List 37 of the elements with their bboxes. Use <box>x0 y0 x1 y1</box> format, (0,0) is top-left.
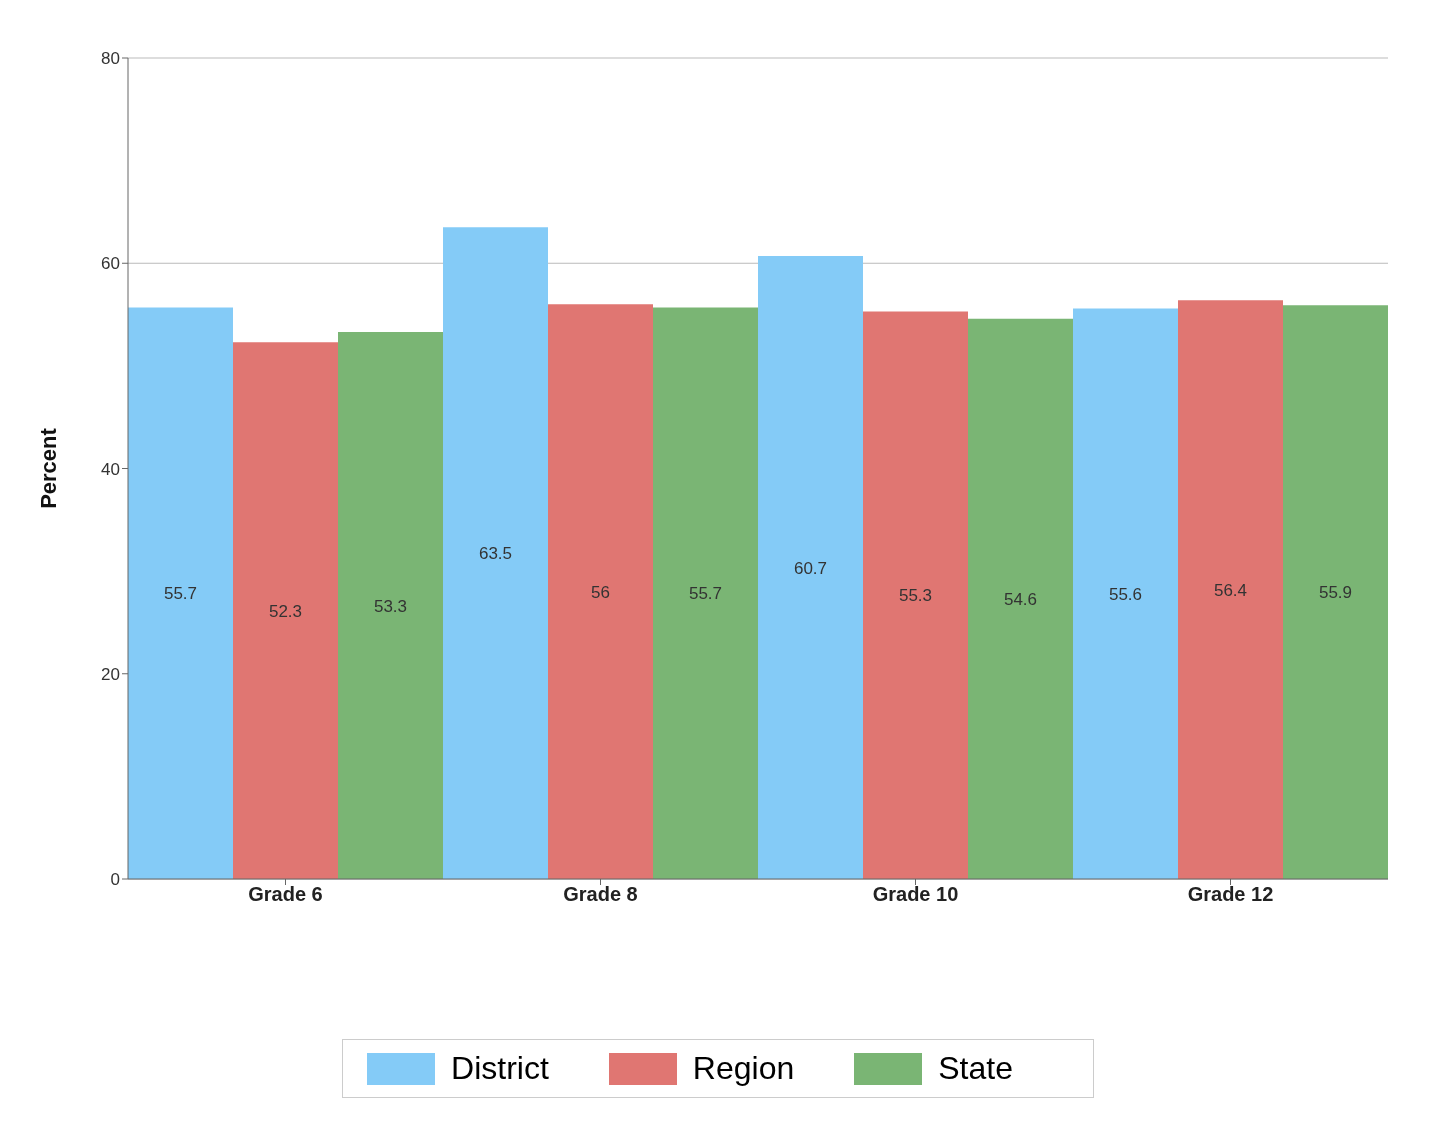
bar <box>863 311 968 879</box>
y-tick-label: 20 <box>101 664 120 684</box>
data-label: 56 <box>591 582 610 602</box>
bar <box>653 307 758 879</box>
bar <box>128 307 233 879</box>
bar <box>338 332 443 879</box>
bar <box>548 304 653 879</box>
y-tick-label: 60 <box>101 254 120 274</box>
legend-label: District <box>451 1050 549 1087</box>
x-tick-label: Grade 8 <box>563 883 638 906</box>
bar <box>233 342 338 879</box>
x-tick-label: Grade 10 <box>872 883 959 906</box>
data-label: 55.7 <box>688 584 723 604</box>
data-label: 55.3 <box>898 586 933 606</box>
data-label: 55.7 <box>163 584 198 604</box>
y-axis-title: Percent <box>35 427 61 509</box>
data-label: 60.7 <box>793 558 828 578</box>
legend-label: State <box>938 1050 1013 1087</box>
bar <box>1178 300 1283 879</box>
y-tick-label: 80 <box>101 49 120 69</box>
bar <box>968 318 1073 879</box>
bar <box>1073 308 1178 879</box>
bar <box>443 227 548 879</box>
y-tick-label: 40 <box>101 459 120 479</box>
data-label: 54.6 <box>1003 589 1038 609</box>
x-tick-label: Grade 6 <box>248 883 323 906</box>
data-label: 56.4 <box>1213 580 1248 600</box>
x-tick-label: Grade 12 <box>1187 883 1274 906</box>
data-label: 52.3 <box>268 601 303 621</box>
data-label: 55.6 <box>1108 584 1143 604</box>
y-tick-label: 0 <box>110 870 120 890</box>
data-label: 63.5 <box>478 544 513 564</box>
data-label: 55.9 <box>1318 583 1353 603</box>
legend-label: Region <box>692 1050 795 1087</box>
bar <box>1283 305 1388 879</box>
bar <box>758 256 863 879</box>
data-label: 53.3 <box>373 596 408 616</box>
